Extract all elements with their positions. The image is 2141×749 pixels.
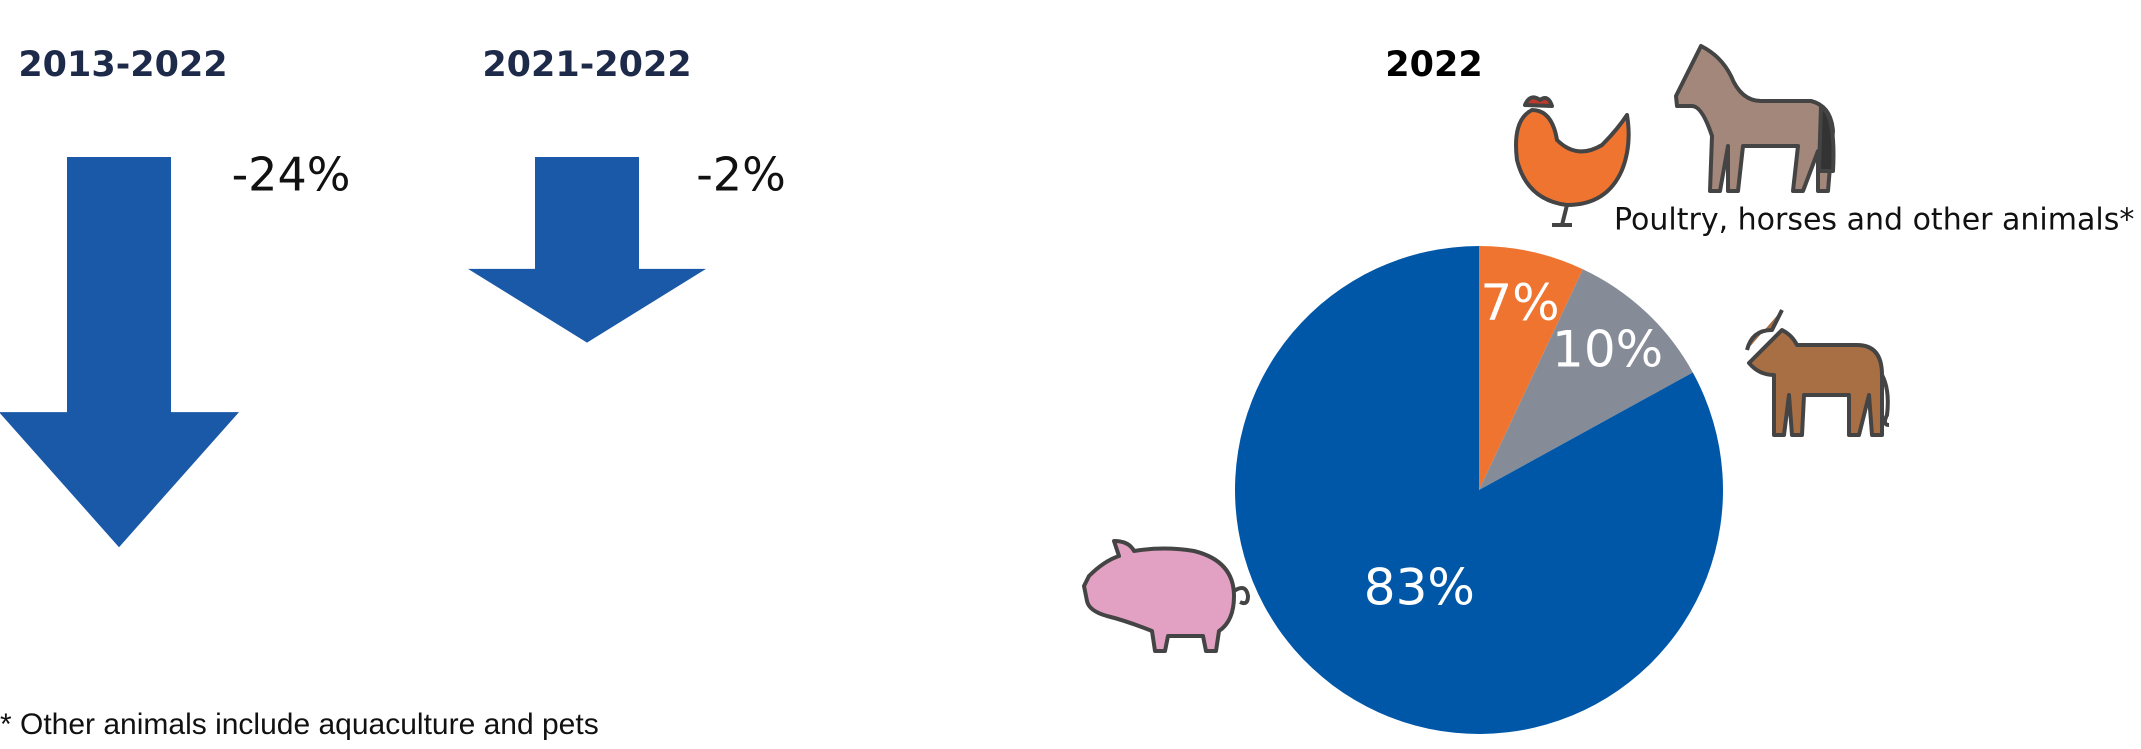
value-label: -2% <box>696 148 786 202</box>
slice-label: 10% <box>1552 321 1663 379</box>
slice-label: 7% <box>1480 274 1559 332</box>
pie-slice <box>1235 246 1723 735</box>
arrow <box>0 157 239 548</box>
pig-icon <box>1082 539 1250 653</box>
period-title: 2021-2022 <box>482 45 691 85</box>
horse-icon <box>1674 44 1836 193</box>
pie-title: 2022 <box>1385 45 1482 85</box>
arrow <box>468 157 706 343</box>
chicken-icon <box>1514 95 1631 227</box>
cow-icon <box>1745 309 1890 437</box>
value-label: -24% <box>232 148 351 202</box>
period-title: 2013-2022 <box>18 45 227 85</box>
pie-slice <box>1479 246 1583 490</box>
slice-label: 83% <box>1364 558 1475 616</box>
footnote: * Other animals include aquaculture and … <box>0 708 599 741</box>
pie-slice <box>1479 269 1693 490</box>
category-label: Poultry, horses and other animals* <box>1614 203 2134 238</box>
